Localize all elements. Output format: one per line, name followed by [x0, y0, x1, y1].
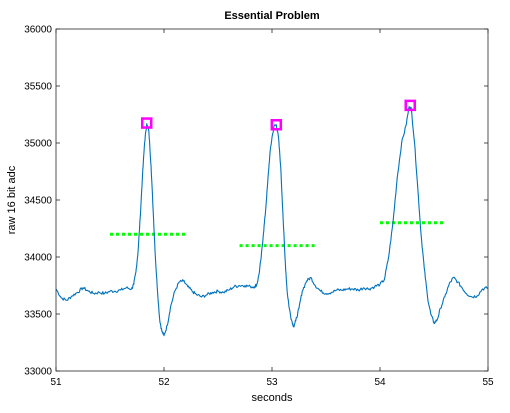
chart-title: Essential Problem	[224, 10, 320, 22]
y-axis-ticks: 33000 33500 34000 34500 35000 35500 36000	[24, 25, 488, 378]
signal-line	[55, 105, 489, 337]
x-axis-label: seconds	[252, 392, 293, 404]
y-tick-label: 35000	[24, 139, 52, 150]
x-tick-label: 52	[158, 377, 170, 388]
y-tick-label: 35500	[24, 82, 52, 93]
x-axis-ticks: 51 52 53 54 55	[50, 29, 494, 388]
peak-marker	[270, 119, 283, 131]
peak-marker	[140, 117, 153, 129]
axes-box	[55, 28, 489, 372]
x-tick-label: 51	[50, 377, 62, 388]
y-tick-label: 33000	[24, 367, 52, 378]
y-tick-label: 34000	[24, 253, 52, 264]
plot-area	[55, 99, 489, 337]
x-tick-label: 53	[266, 377, 278, 388]
y-tick-label: 34500	[24, 196, 52, 207]
peak-marker	[404, 99, 416, 112]
y-tick-label: 33500	[24, 310, 52, 321]
x-tick-label: 54	[374, 377, 386, 388]
y-axis-label: raw 16 bit adc	[6, 165, 18, 234]
x-tick-label: 55	[482, 377, 494, 388]
y-tick-label: 36000	[24, 25, 52, 36]
